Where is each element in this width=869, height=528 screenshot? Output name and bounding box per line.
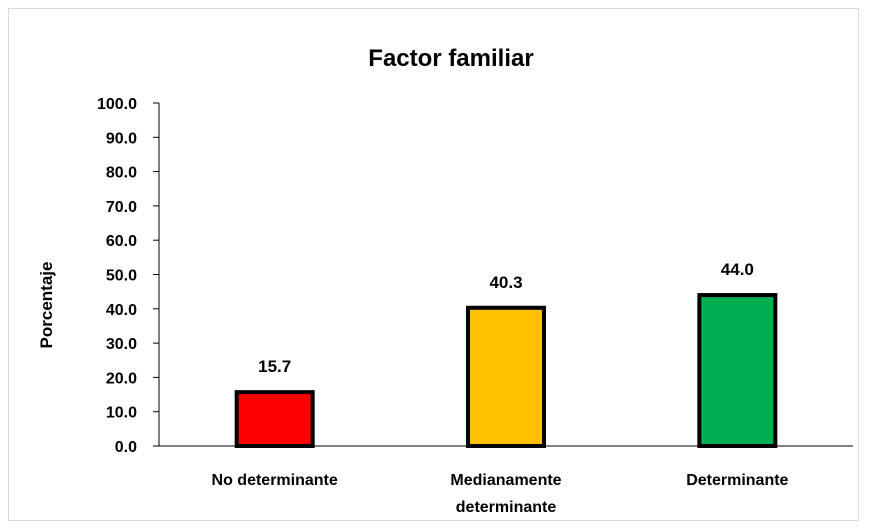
- y-tick-label: 0.0: [115, 439, 137, 456]
- bar: [466, 305, 546, 448]
- data-label: 40.3: [489, 273, 522, 292]
- bar: [234, 390, 315, 448]
- y-tick-label: 100.0: [97, 96, 137, 113]
- x-category-label: Medianamente: [450, 472, 561, 489]
- y-axis-label: Porcentaje: [37, 262, 56, 349]
- y-tick-label: 30.0: [106, 336, 137, 353]
- y-tick-label: 20.0: [106, 370, 137, 387]
- y-tick-label: 70.0: [106, 199, 137, 216]
- chart-title: Factor familiar: [368, 45, 533, 72]
- data-label: 44.0: [721, 260, 754, 279]
- x-category-label: No determinante: [212, 472, 338, 489]
- x-category-label: determinante: [456, 499, 557, 516]
- y-tick-label: 10.0: [106, 405, 137, 422]
- y-tick-label: 80.0: [106, 165, 137, 182]
- chart-frame: [8, 8, 859, 521]
- x-category-label: Determinante: [686, 472, 788, 489]
- y-tick-label: 40.0: [106, 302, 137, 319]
- data-label: 15.7: [258, 357, 291, 376]
- bar: [697, 293, 778, 448]
- y-tick-label: 50.0: [106, 268, 137, 285]
- y-tick-label: 60.0: [106, 233, 137, 250]
- y-tick-label: 90.0: [106, 130, 137, 147]
